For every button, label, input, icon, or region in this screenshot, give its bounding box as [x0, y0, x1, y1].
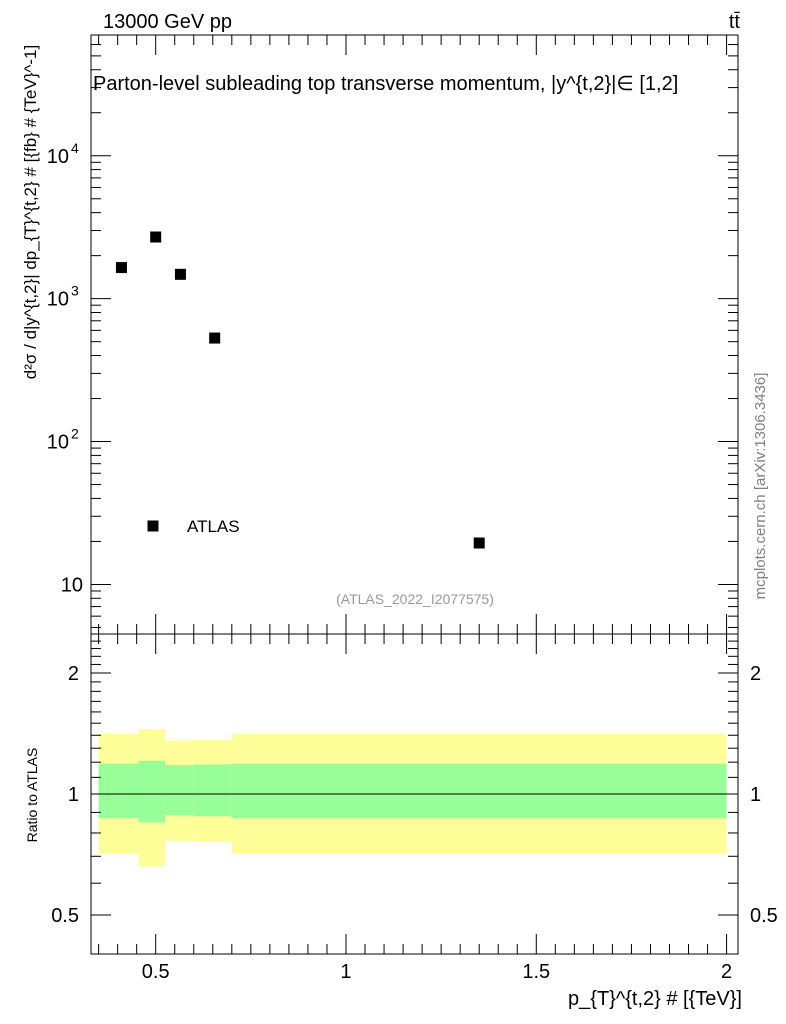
ratio-plot-frame	[90, 633, 739, 955]
inner-band-0	[98, 763, 139, 819]
main-y-tick-exponent: 4	[71, 140, 79, 156]
ratio-y-tick-label-right: 1	[750, 784, 761, 806]
main-y-tick-label: 10	[47, 289, 69, 311]
ratio-y-tick-label: 2	[68, 663, 79, 685]
x-tick-label: 1	[340, 961, 351, 983]
x-tick-label: 0.5	[142, 961, 170, 983]
main-plot-frame	[90, 34, 739, 635]
inner-band-1	[138, 760, 166, 823]
main-y-tick-label: 10	[61, 574, 83, 596]
data-point	[115, 262, 127, 274]
data-points	[115, 231, 485, 549]
main-y-axis-title: d²σ / d|y^{t,2}| dp_{T}^{t,2} # [{fb} # …	[21, 45, 40, 379]
main-y-tick-exponent: 3	[71, 283, 79, 299]
data-point	[209, 332, 221, 344]
ratio-y-tick-label: 0.5	[51, 905, 79, 927]
source-side-label: mcplots.cern.ch [arXiv:1306.3436]	[752, 373, 769, 600]
inner-band-4	[231, 763, 727, 819]
ratio-y-tick-label-right: 0.5	[750, 905, 778, 927]
data-point	[473, 537, 485, 549]
x-axis-title: p_{T}^{t,2} # [{TeV}]	[568, 988, 742, 1010]
ratio-uncertainty-bands	[98, 729, 727, 867]
legend-marker	[147, 520, 159, 532]
main-y-tick-exponent: 2	[71, 426, 79, 442]
ratio-plot-ticks: 0.5 1 1.5 2 0.5 0.5 1 1 2 2	[51, 633, 778, 983]
ratio-y-tick-label: 1	[68, 784, 79, 806]
reference-label: (ATLAS_2022_I2077575)	[336, 591, 494, 607]
ratio-y-tick-label-right: 2	[750, 663, 761, 685]
data-point	[174, 268, 186, 280]
inner-band-2	[165, 765, 194, 816]
x-tick-label: 2	[721, 961, 732, 983]
legend-label-atlas: ATLAS	[187, 517, 240, 536]
plot-title: Parton-level subleading top transverse m…	[93, 73, 678, 95]
main-y-tick-label: 10	[47, 146, 69, 168]
ratio-y-axis-title: Ratio to ATLAS	[24, 748, 40, 843]
process-label: tt̄	[729, 11, 741, 33]
data-point	[150, 231, 162, 243]
main-y-tick-label: 10	[47, 432, 69, 454]
x-tick-label: 1.5	[522, 961, 550, 983]
inner-band-3	[193, 764, 232, 817]
energy-label: 13000 GeV pp	[103, 11, 232, 33]
